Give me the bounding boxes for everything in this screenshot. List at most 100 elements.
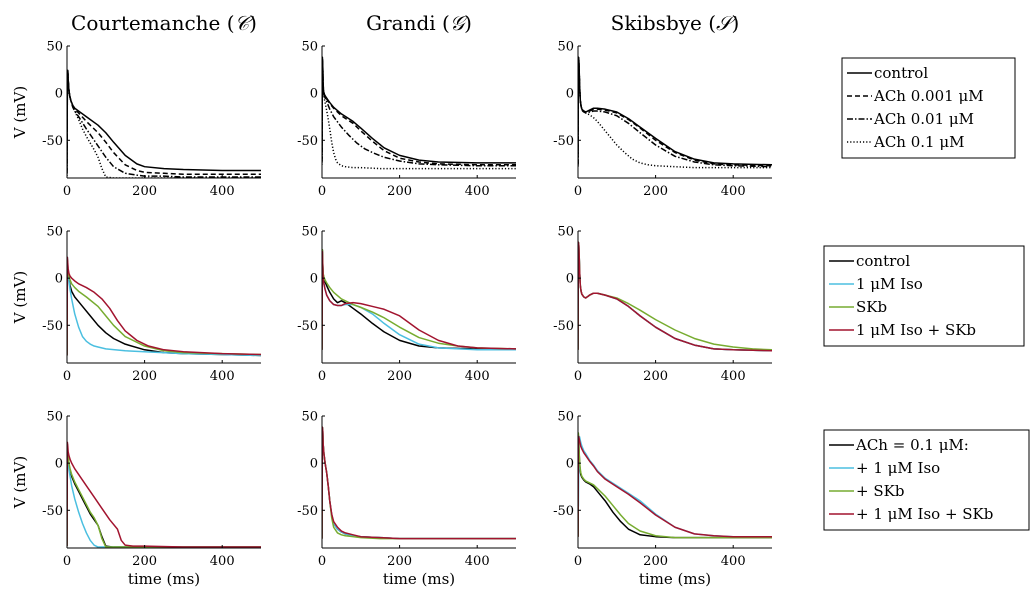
series-line-2	[322, 426, 516, 540]
x-tick-label: 400	[465, 554, 490, 569]
y-tick-label: 50	[301, 410, 318, 425]
y-axis-label: V (mV)	[11, 86, 29, 139]
series-line-3	[67, 69, 261, 178]
x-tick-label: 400	[721, 554, 746, 569]
y-tick-label: -50	[553, 504, 574, 519]
panel-r2-c1: 50 0 -50 0 200 400 V (mV)	[11, 225, 261, 384]
x-tick-label: 400	[465, 184, 490, 199]
x-tick-label: 400	[210, 369, 235, 384]
x-tick-label: 0	[574, 184, 582, 199]
legend-label: + 1 μM Iso + SKb	[856, 505, 993, 523]
series-line-4	[322, 59, 516, 170]
legend-label: control	[856, 252, 910, 270]
series-line-1	[322, 426, 516, 540]
y-tick-label: 0	[55, 457, 63, 472]
series-line-1	[67, 260, 261, 357]
y-axis-label: V (mV)	[11, 271, 29, 324]
y-tick-label: 50	[46, 410, 63, 425]
series-line-2	[67, 256, 261, 357]
y-tick-label: -50	[553, 134, 574, 149]
y-tick-label: 0	[55, 272, 63, 287]
series-line-3	[67, 443, 261, 548]
y-tick-label: 50	[557, 225, 574, 240]
y-tick-label: -50	[42, 319, 63, 334]
x-tick-label: 400	[210, 184, 235, 199]
x-tick-label: 200	[387, 369, 412, 384]
y-tick-label: -50	[297, 319, 318, 334]
y-axis-label: V (mV)	[11, 456, 29, 509]
series-line-3	[322, 249, 516, 350]
y-tick-label: -50	[297, 504, 318, 519]
series-line-1	[67, 69, 261, 172]
y-tick-label: 50	[301, 225, 318, 240]
y-tick-label: 0	[566, 272, 574, 287]
series-line-2	[67, 443, 261, 548]
series-line-4	[578, 435, 772, 538]
legend-label: + SKb	[856, 482, 904, 500]
y-tick-label: 0	[566, 87, 574, 102]
legend-label: ACh 0.001 μM	[873, 87, 984, 105]
y-tick-label: 0	[310, 87, 318, 102]
series-line-2	[322, 57, 516, 166]
y-tick-label: 50	[557, 410, 574, 425]
panel-r2-c3: 50 0 -50 0 200 400	[553, 225, 772, 384]
panel-r3-c1: 50 0 -50 0 200 400 V (mV) time (ms)	[11, 410, 261, 588]
legend-label: SKb	[856, 298, 887, 316]
x-tick-label: 200	[132, 184, 157, 199]
series-line-1	[578, 434, 772, 539]
panel-r3-c3: 50 0 -50 0 200 400 time (ms)	[553, 410, 772, 588]
legend-row-1: control ACh 0.001 μM ACh 0.01 μM ACh 0.1 μM	[841, 57, 1016, 159]
x-tick-label: 0	[318, 184, 326, 199]
x-tick-label: 200	[387, 184, 412, 199]
y-tick-label: -50	[297, 134, 318, 149]
series-line-4	[67, 256, 261, 356]
series-line-3	[322, 58, 516, 167]
x-tick-label: 0	[574, 554, 582, 569]
series-line-1	[322, 249, 516, 350]
y-tick-label: 50	[301, 40, 318, 55]
x-tick-label: 200	[643, 369, 668, 384]
x-axis-label: time (ms)	[639, 570, 711, 588]
x-tick-label: 400	[721, 184, 746, 199]
y-tick-label: 50	[557, 40, 574, 55]
y-tick-label: 50	[46, 40, 63, 55]
series-line-2	[578, 56, 772, 167]
x-tick-label: 0	[318, 554, 326, 569]
series-line-2	[578, 435, 772, 538]
y-tick-label: -50	[553, 319, 574, 334]
x-tick-label: 0	[63, 369, 71, 384]
x-tick-label: 0	[574, 369, 582, 384]
column-title-grandi: Grandi (𝒢)	[366, 11, 472, 35]
legend-label: ACh 0.1 μM	[873, 133, 964, 151]
panel-r1-c1: 50 0 -50 0 200 400 V (mV)	[11, 40, 261, 199]
x-tick-label: 200	[387, 554, 412, 569]
series-line-4	[578, 241, 772, 352]
y-tick-label: -50	[42, 134, 63, 149]
column-title-courtemanche: Courtemanche (𝒞)	[71, 11, 257, 35]
x-axis-label: time (ms)	[128, 570, 200, 588]
legend-label: 1 μM Iso	[856, 275, 923, 293]
x-tick-label: 0	[63, 184, 71, 199]
series-line-3	[67, 258, 261, 356]
legend-label: control	[874, 64, 928, 82]
column-title-skibsbye: Skibsbye (𝒮)	[611, 11, 740, 35]
panel-r1-c3: 50 0 -50 0 200 400	[553, 40, 772, 199]
series-line-2	[322, 250, 516, 351]
y-tick-label: 0	[310, 457, 318, 472]
legend-row-3: ACh = 0.1 μM: + 1 μM Iso + SKb + 1 μM Iso +…	[823, 429, 1030, 531]
panel-r3-c2: 50 0 -50 0 200 400 time (ms)	[297, 410, 516, 588]
series-line-4	[322, 250, 516, 350]
series-line-3	[578, 56, 772, 168]
x-tick-label: 400	[721, 369, 746, 384]
x-tick-label: 0	[63, 554, 71, 569]
x-axis-label: time (ms)	[383, 570, 455, 588]
legend-box	[841, 57, 1016, 159]
series-line-3	[322, 426, 516, 540]
legend-row-2: control 1 μM Iso SKb 1 μM Iso + SKb	[823, 245, 1025, 347]
series-line-1	[67, 445, 261, 548]
x-tick-label: 200	[132, 369, 157, 384]
series-line-3	[578, 432, 772, 539]
legend-label: 1 μM Iso + SKb	[856, 321, 976, 339]
panel-r1-c2: 50 0 -50 0 200 400	[297, 40, 516, 199]
